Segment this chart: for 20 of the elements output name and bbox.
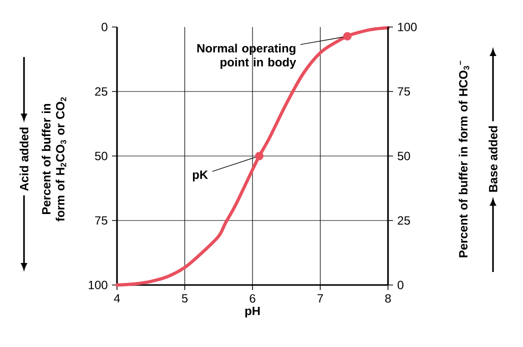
y-tick-label: 0 [102, 22, 108, 32]
text: Base added [488, 126, 498, 192]
y2-tick-label: 100 [398, 22, 417, 32]
y-tick-label: 75 [95, 216, 108, 225]
x-tick-label: 4 [114, 294, 120, 302]
x-tick-label: 5 [182, 294, 188, 303]
y-tick-label: 50 [95, 152, 108, 160]
text: Acid added [20, 128, 28, 191]
annotation: pK [192, 170, 208, 182]
line-series [115, 26, 390, 287]
x-axis-title: pH [245, 306, 260, 318]
x-tick-label: 7 [318, 294, 323, 302]
y-tick-label: 25 [95, 87, 108, 96]
y2-tick-label: 50 [398, 152, 410, 160]
y2-tick-label: 25 [398, 216, 410, 225]
y2-tick-label: 75 [398, 87, 410, 96]
x-tick-label: 8 [385, 294, 391, 303]
y-tick-label: 100 [88, 280, 108, 290]
y2-tick-label: 0 [398, 280, 404, 290]
x-tick-label: 6 [250, 294, 256, 303]
